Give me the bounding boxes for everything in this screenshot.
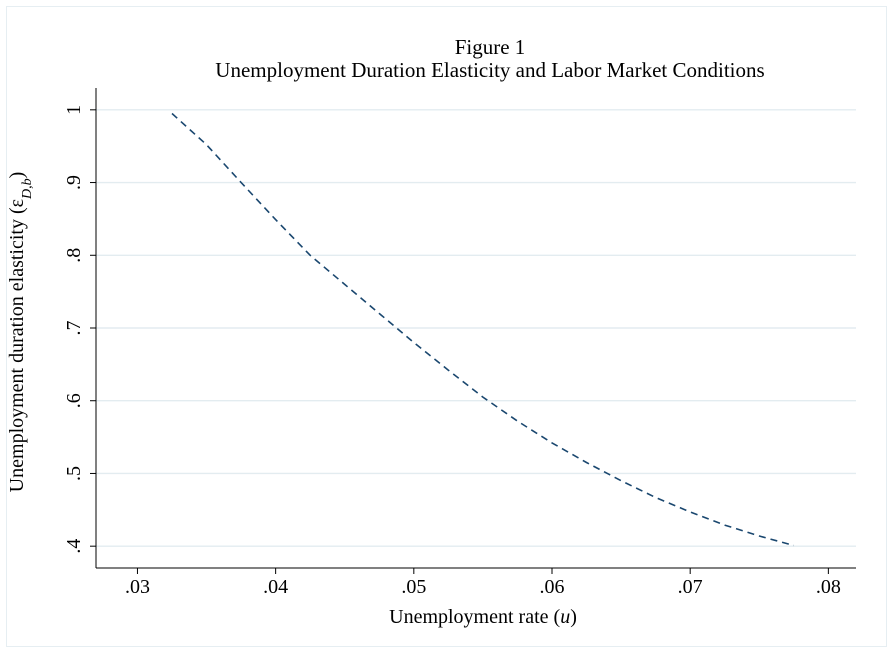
axes	[90, 88, 856, 574]
y-tick-label: 1	[63, 105, 85, 115]
y-tick-label: .4	[63, 539, 85, 554]
x-tick-label: .06	[540, 576, 565, 598]
chart-subtitle: Unemployment Duration Elasticity and Lab…	[215, 58, 764, 82]
y-tick-label: .5	[63, 466, 85, 481]
y-axis-label-suffix: )	[6, 172, 28, 179]
x-tick-label: .07	[678, 576, 703, 598]
x-tick-label: .03	[125, 576, 150, 598]
x-tick-label: .05	[401, 576, 426, 598]
grid-lines	[96, 109, 856, 547]
y-tick-label: .6	[63, 393, 85, 408]
y-tick-label: .9	[63, 175, 85, 190]
y-tick-label: .7	[63, 321, 85, 336]
tick-labels: .4 .5 .6 .7 .8 .9 1 .03 .04 .05 .06 .07 .08	[63, 105, 841, 598]
figure-border	[6, 6, 887, 647]
x-axis-label-italic: u	[560, 606, 570, 628]
x-axis-label: Unemployment rate (u)	[389, 606, 577, 628]
x-axis-label-suffix: )	[570, 606, 577, 628]
chart-title: Figure 1	[455, 35, 526, 59]
x-tick-label: .04	[263, 576, 288, 598]
series-line	[171, 112, 795, 547]
y-tick-label: .8	[63, 248, 85, 263]
y-axis-label: Unemployment duration elasticity (εD,b)	[6, 172, 35, 493]
y-axis-label-subscript: D,b	[20, 178, 35, 200]
x-tick-label: .08	[816, 576, 841, 598]
y-axis-label-text: Unemployment duration elasticity (ε	[6, 199, 28, 492]
x-axis-label-text: Unemployment rate (	[389, 606, 560, 628]
